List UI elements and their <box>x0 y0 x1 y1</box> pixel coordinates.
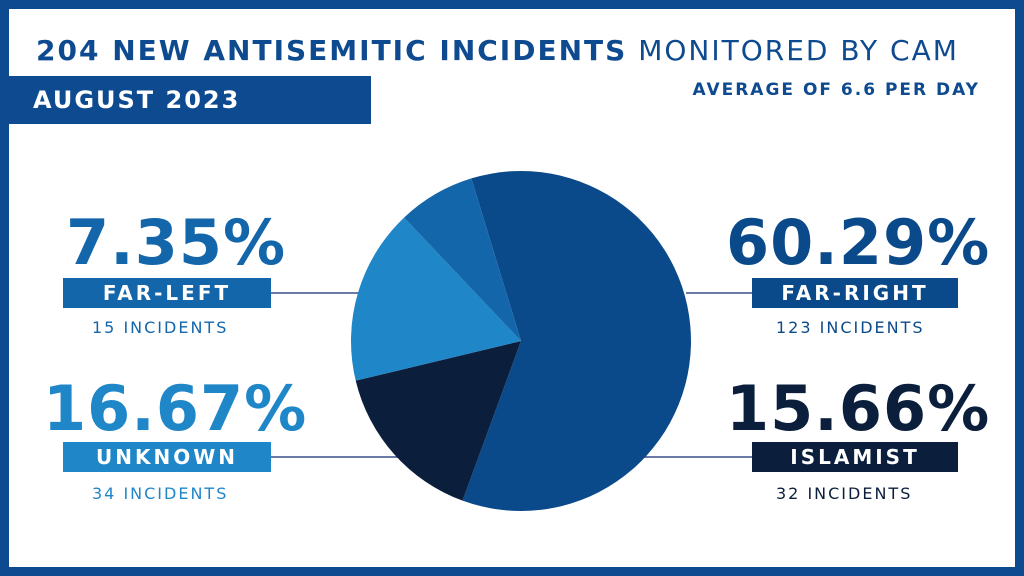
far-right-slice <box>462 171 691 512</box>
far-right-count: 123 INCIDENTS <box>776 318 925 337</box>
far-left-label: FAR-LEFT <box>63 278 271 308</box>
far-right-label: FAR-RIGHT <box>752 278 958 308</box>
period-banner: AUGUST 2023 <box>9 76 371 124</box>
title-bold: 204 NEW ANTISEMITIC INCIDENTS <box>36 34 628 67</box>
islamist-label: ISLAMIST <box>752 442 958 472</box>
islamist-count: 32 INCIDENTS <box>776 484 913 503</box>
far-right-percent: 60.29% <box>726 206 991 279</box>
far-left-slice <box>404 178 521 341</box>
far-left-count: 15 INCIDENTS <box>92 318 229 337</box>
unknown-percent: 16.67% <box>43 372 308 445</box>
page-title: 204 NEW ANTISEMITIC INCIDENTS MONITORED … <box>36 34 959 67</box>
unknown-label: UNKNOWN <box>63 442 271 472</box>
islamist-percent: 15.66% <box>726 372 991 445</box>
title-light: MONITORED BY CAM <box>638 34 959 67</box>
unknown-count: 34 INCIDENTS <box>92 484 229 503</box>
far-left-percent: 7.35% <box>66 206 287 279</box>
average-per-day: AVERAGE OF 6.6 PER DAY <box>692 80 980 100</box>
islamist-slice <box>355 341 521 501</box>
unknown-slice <box>351 217 521 381</box>
